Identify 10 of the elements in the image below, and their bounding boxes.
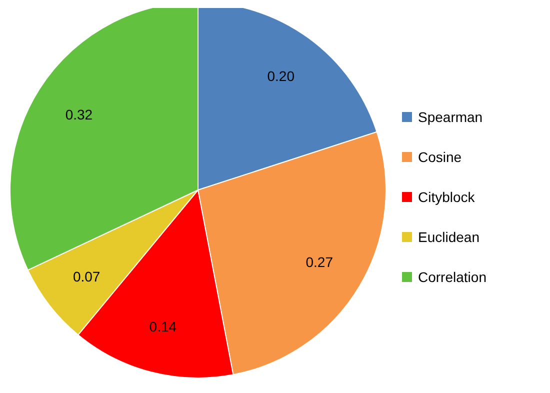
data-label: 0.27	[306, 254, 334, 270]
legend-label: Spearman	[418, 108, 483, 124]
data-label: 0.20	[267, 68, 295, 84]
legend-label: Cityblock	[418, 188, 475, 204]
data-label: 0.32	[65, 106, 93, 122]
data-label: 0.14	[149, 318, 177, 335]
data-label: 0.07	[72, 268, 100, 284]
legend-label: Cosine	[418, 148, 462, 164]
legend-label: Euclidean	[418, 228, 480, 244]
legend-label: Correlation	[418, 268, 486, 284]
